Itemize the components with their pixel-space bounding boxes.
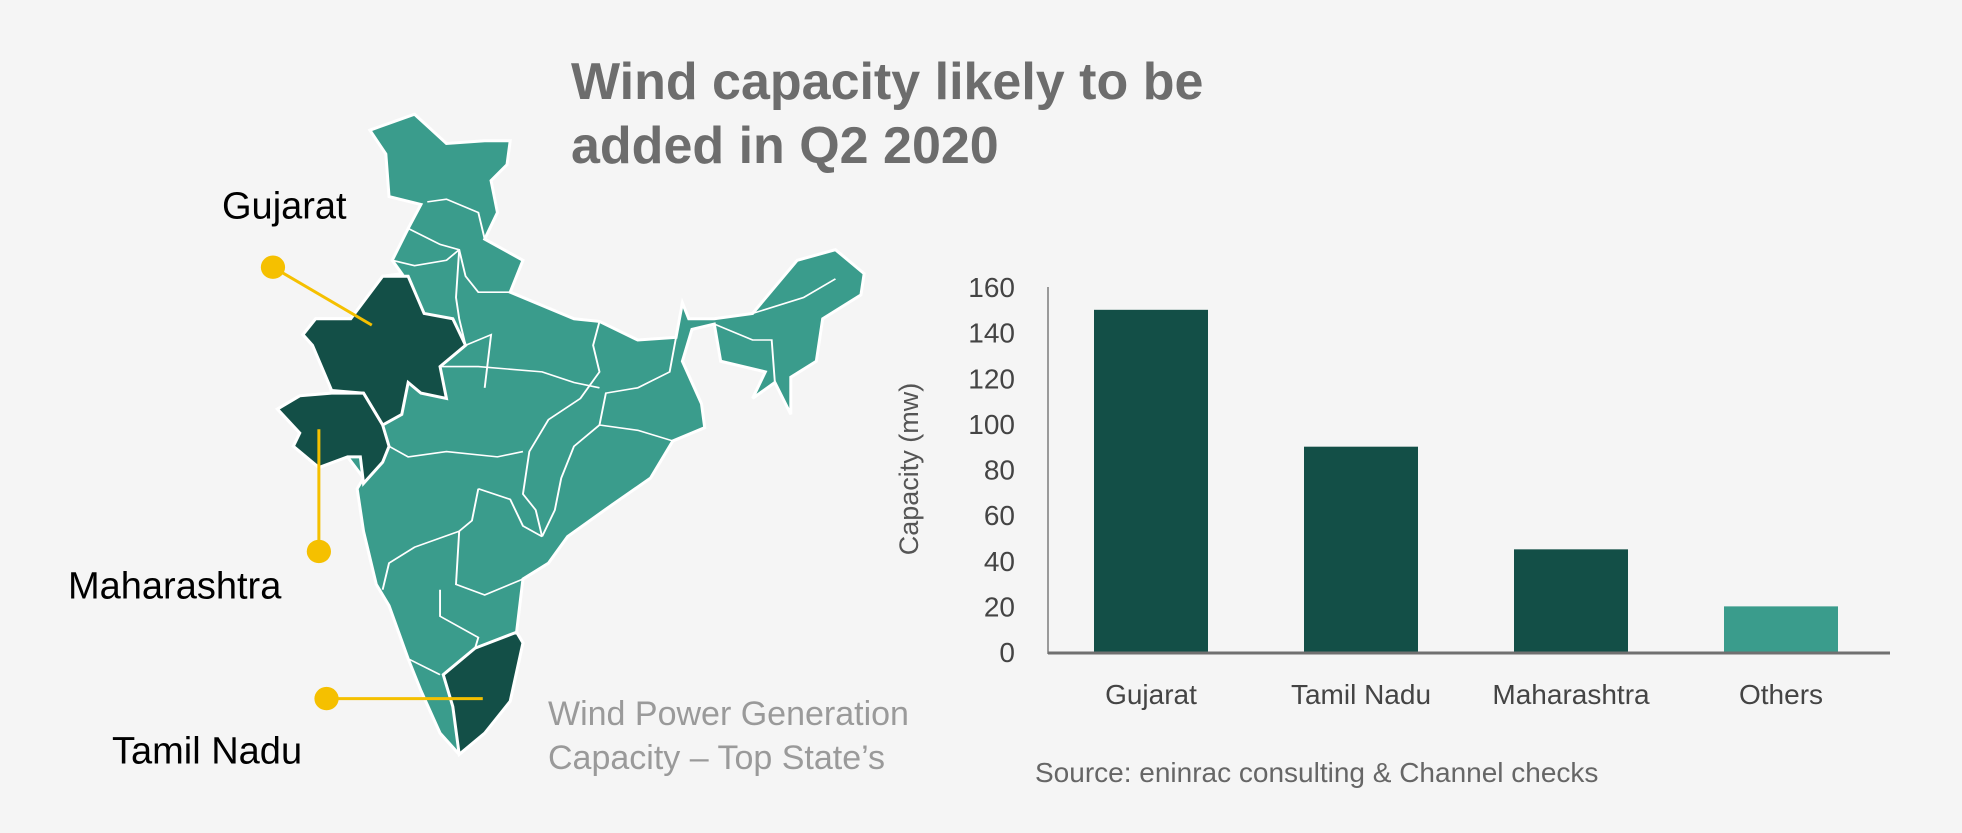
bar-maharashtra [1514, 549, 1628, 652]
gujarat-callout-dot [260, 255, 286, 279]
label-gujarat: Gujarat [222, 185, 347, 228]
y-axis-label: Capacity (mw) [894, 383, 924, 556]
y-tick-label: 140 [968, 318, 1015, 349]
title-line-2: added in Q2 2020 [571, 117, 999, 175]
tamil-nadu-callout-dot [314, 686, 339, 711]
page-title: Wind capacity likely to be added in Q2 2… [571, 50, 1203, 178]
state-tamil-nadu [443, 632, 523, 754]
y-tick-label: 160 [968, 272, 1015, 303]
bar-gujarat [1094, 309, 1208, 652]
state-rajasthan [303, 276, 466, 425]
map-subtitle-line-2: Capacity – Top State’s [548, 739, 886, 777]
bar-tamil-nadu [1304, 446, 1418, 652]
gujarat-callout-line [273, 267, 372, 325]
y-tick-label: 60 [984, 500, 1015, 531]
y-tick-label: 0 [999, 637, 1015, 668]
map-subtitle-line-1: Wind Power Generation [548, 695, 909, 733]
y-tick-label: 100 [968, 409, 1015, 440]
y-tick-label: 120 [968, 363, 1015, 394]
source-note: Source: eninrac consulting & Channel che… [1035, 757, 1598, 788]
x-tick-label: Others [1739, 679, 1823, 710]
y-tick-label: 80 [984, 455, 1015, 486]
map-subtitle: Wind Power Generation Capacity – Top Sta… [548, 692, 909, 780]
x-tick-label: Gujarat [1105, 679, 1197, 710]
y-tick-label: 40 [984, 546, 1015, 577]
india-map [260, 0, 1000, 833]
state-borders [381, 198, 837, 676]
x-tick-label: Tamil Nadu [1291, 679, 1431, 710]
label-maharashtra: Maharashtra [68, 565, 282, 608]
maharashtra-callout-dot [306, 539, 331, 564]
bar-others [1724, 606, 1838, 652]
state-gujarat [277, 393, 389, 483]
title-line-1: Wind capacity likely to be [571, 53, 1204, 111]
label-tamil-nadu: Tamil Nadu [112, 730, 303, 773]
callouts [260, 255, 483, 711]
y-tick-label: 20 [984, 591, 1015, 622]
x-tick-label: Maharashtra [1492, 679, 1650, 710]
